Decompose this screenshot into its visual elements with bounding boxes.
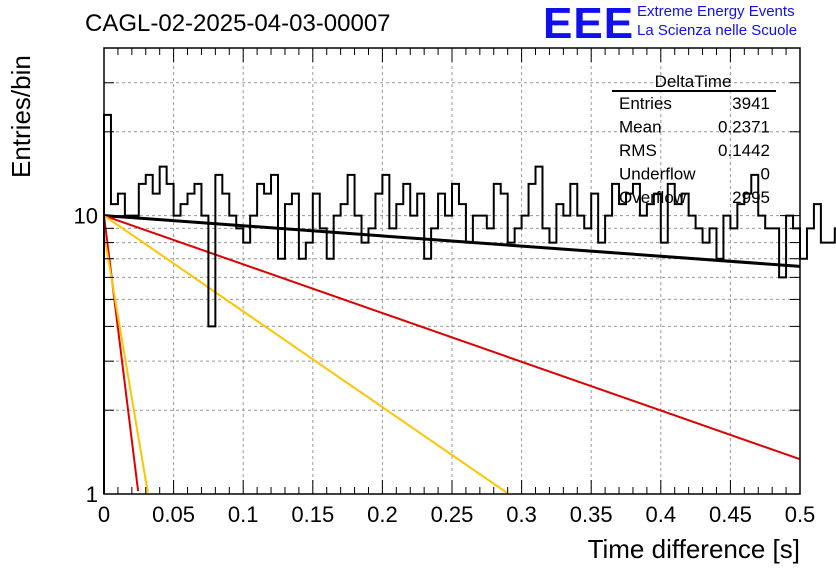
x-tick-labels: 0 0.05 0.1 0.15 0.2 0.25 0.3 0.35 0.4 0.45 0.5 <box>98 502 815 527</box>
grid <box>104 48 800 494</box>
stats-row-value: 0 <box>761 165 770 184</box>
stats-box: DeltaTime Entries 3941 Mean 0.2371 RMS 0.1442… <box>612 72 776 207</box>
x-tick-label: 0.5 <box>785 502 816 527</box>
x-tick-label: 0.3 <box>506 502 537 527</box>
x-tick-label: 0.05 <box>152 502 195 527</box>
axes <box>103 47 801 495</box>
y-tick-labels: 1 10 <box>74 204 98 507</box>
fit-curves <box>103 214 801 495</box>
stats-row-value: 3941 <box>732 94 770 113</box>
stats-title: DeltaTime <box>655 72 732 91</box>
x-tick-label: 0.1 <box>228 502 259 527</box>
fit-line <box>103 215 140 492</box>
stats-row-value: 0.2371 <box>718 118 770 137</box>
x-tick-label: 0.4 <box>646 502 677 527</box>
x-tick-label: 0.45 <box>709 502 752 527</box>
stats-row-label: Overflow <box>619 188 687 207</box>
stats-row-value: 0.1442 <box>718 141 770 160</box>
x-tick-label: 0 <box>98 502 110 527</box>
x-tick-label: 0.25 <box>431 502 474 527</box>
y-axis-label: Entries/bin <box>6 55 36 178</box>
y-tick-label: 1 <box>86 482 98 507</box>
stats-row-label: Underflow <box>619 165 696 184</box>
stats-row-label: Mean <box>619 118 662 137</box>
fit-line <box>103 214 801 268</box>
x-tick-label: 0.35 <box>570 502 613 527</box>
stats-row-label: RMS <box>619 141 657 160</box>
org-name: Extreme Energy Events <box>637 3 795 20</box>
x-tick-label: 0.15 <box>291 502 334 527</box>
histogram-outline <box>103 113 836 494</box>
stats-row-label: Entries <box>619 94 672 113</box>
x-tick-label: 0.2 <box>367 502 398 527</box>
y-tick-label: 10 <box>74 204 98 229</box>
fit-line <box>103 214 801 461</box>
histogram-bars <box>103 113 836 494</box>
fit-line <box>103 214 509 495</box>
run-id-title: CAGL-02-2025-04-03-00007 <box>85 10 391 37</box>
eee-logo: EEE <box>543 0 635 48</box>
x-axis-label: Time difference [s] <box>588 534 800 564</box>
fit-line <box>103 233 149 493</box>
stats-row-value: 2995 <box>732 188 770 207</box>
org-subtitle: La Scienza nelle Scuole <box>637 22 798 39</box>
